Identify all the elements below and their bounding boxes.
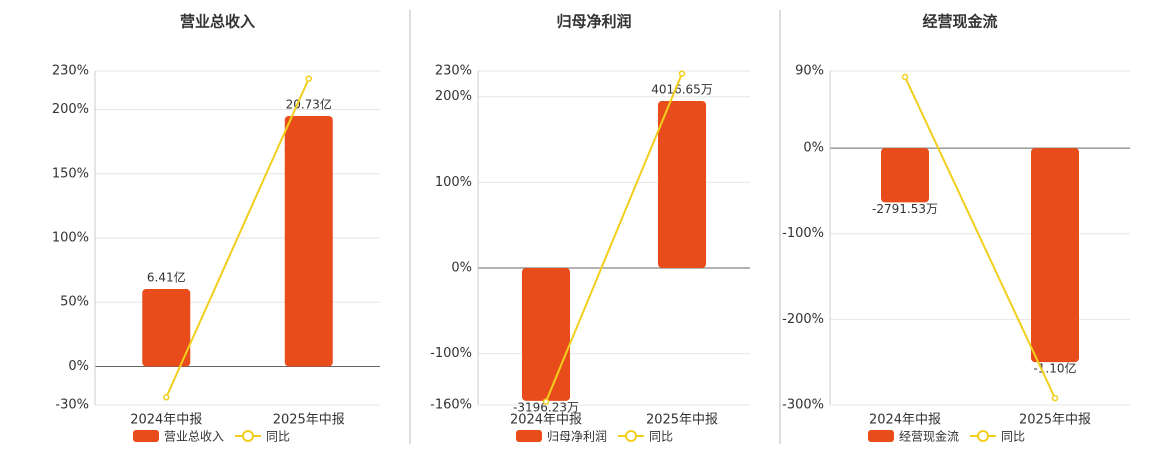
bar [881,148,929,203]
line-point [901,73,909,81]
line-point [305,75,312,82]
legend-label: 经营现金流 [899,429,959,444]
bar [658,100,706,268]
y-tick-label: 200% [52,102,89,117]
line-point [542,398,550,405]
x-tick-label: 2024年中报 [130,413,202,428]
x-tick-label: 2025年中报 [273,413,345,428]
line-point [1051,394,1059,402]
y-tick-label: -30% [55,398,89,413]
legend-swatch [868,430,894,442]
y-tick-label: 230% [52,64,89,79]
y-tick-label: -200% [782,312,824,327]
y-tick-label: 150% [52,166,89,181]
x-tick-label: 2024年中报 [510,413,582,428]
y-tick-label: 50% [60,295,89,310]
legend-marker [625,430,637,442]
y-tick-label: -300% [782,398,824,413]
value-label: 6.41亿 [147,269,186,284]
legend-label: 同比 [649,430,673,444]
value-label: 20.73亿 [286,96,332,111]
legend-label: 同比 [1001,430,1025,444]
legend-swatch [516,430,542,442]
legend-marker [242,430,254,442]
value-label: -2791.53万 [872,202,938,216]
bar [284,115,333,367]
chart-title: 营业总收入 [180,13,255,31]
y-tick-label: 100% [435,175,472,190]
y-tick-label: -100% [782,226,824,241]
line-point [163,394,170,401]
chart-title: 归母净利润 [556,13,631,31]
legend-marker [977,430,989,442]
x-tick-label: 2024年中报 [869,413,941,428]
line [904,76,1056,399]
legend-label: 营业总收入 [164,430,224,444]
x-tick-label: 2025年中报 [646,413,718,428]
bar [142,288,191,367]
value-label: 4016.65万 [651,82,713,96]
chart-title: 经营现金流 [922,13,997,31]
line [165,78,310,398]
line [545,73,683,402]
y-tick-label: 0% [68,359,89,374]
legend-label: 同比 [266,430,290,444]
y-tick-label: 0% [803,141,824,156]
value-label: -1.10亿 [1033,361,1076,376]
y-tick-label: 90% [795,64,824,79]
value-label: -3196.23万 [513,400,579,414]
bar [1031,148,1079,363]
y-tick-label: -100% [430,346,472,361]
x-tick-label: 2025年中报 [1019,413,1091,428]
legend-label: 归母净利润 [547,430,607,444]
y-tick-label: 200% [435,89,472,104]
bar [522,267,570,401]
y-tick-label: 230% [435,64,472,79]
line-point [678,70,686,77]
y-tick-label: -160% [430,398,472,413]
y-tick-label: 0% [451,260,472,275]
y-tick-label: 100% [52,231,89,246]
legend-swatch [133,430,159,442]
